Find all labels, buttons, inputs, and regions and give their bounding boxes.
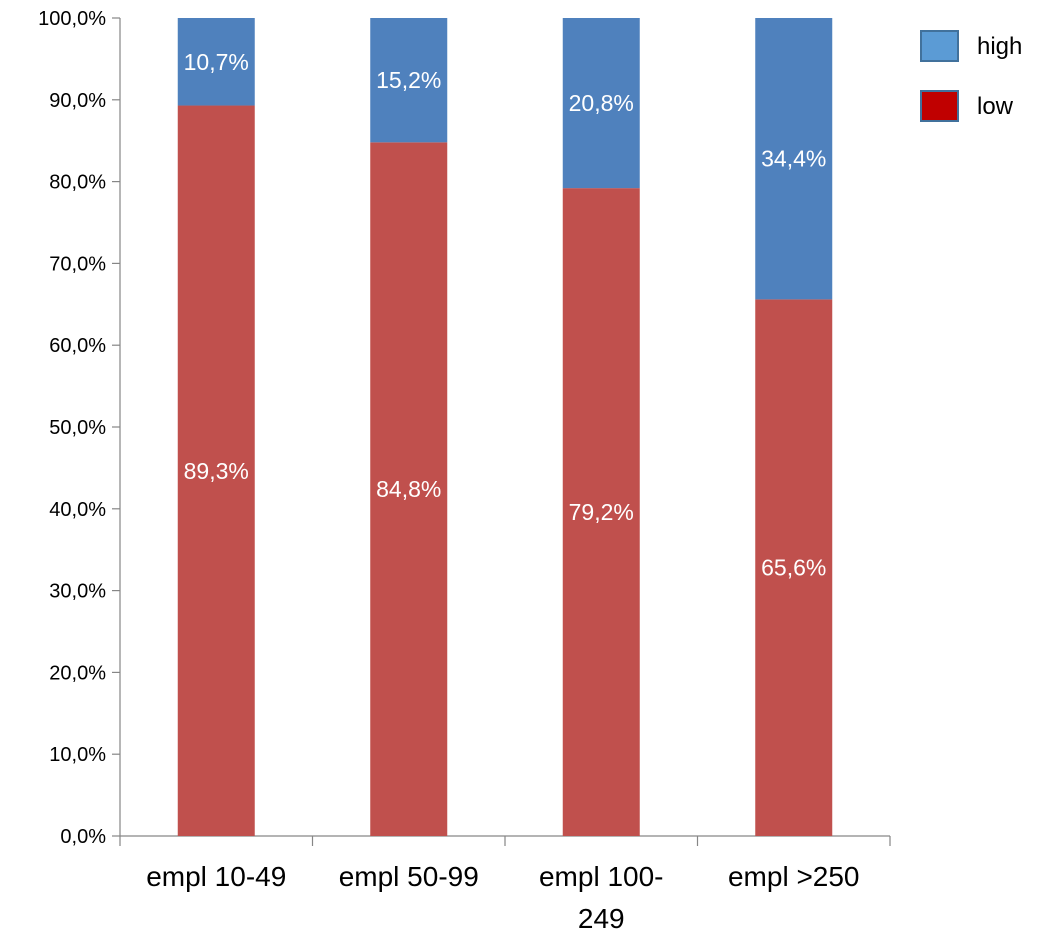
legend-label-high: high (977, 33, 1022, 60)
bar-segment-high (177, 18, 255, 106)
x-axis: empl 10-49 empl 50-99 empl 100- 249 empl >25… (119, 835, 891, 934)
data-label-low: 89,3% (184, 458, 249, 484)
bar-segment-low (755, 299, 833, 837)
legend: high low (920, 30, 1022, 122)
legend-label-low: low (977, 93, 1014, 120)
data-label-low: 84,8% (376, 476, 441, 502)
y-axis: 0,0% 10,0% 20,0% 30,0% 40,0% 50,0% 60,0% 70,0% 8… (38, 8, 121, 848)
x-category-label: empl >250 (728, 861, 860, 892)
bar-segment-high (562, 18, 640, 189)
data-label-high: 15,2% (376, 67, 441, 93)
y-tick-label: 90,0% (49, 90, 106, 112)
y-tick-label: 100,0% (38, 8, 106, 30)
y-tick-label: 50,0% (49, 417, 106, 439)
x-category-label: empl 10-49 (146, 861, 286, 892)
x-category-label: 249 (578, 903, 625, 934)
y-tick-label: 30,0% (49, 581, 106, 603)
data-label-high: 20,8% (569, 90, 634, 116)
data-label-low: 65,6% (761, 555, 826, 581)
bar-segment-low (562, 188, 640, 837)
y-tick-label: 20,0% (49, 662, 106, 684)
y-tick-label: 60,0% (49, 335, 106, 357)
bars: 89,3% 10,7% 84,8% 15,2% 79,2% 20,8% 65,6% 34,4% (177, 18, 833, 837)
y-tick-label: 10,0% (49, 744, 106, 766)
y-tick-label: 80,0% (49, 172, 106, 194)
y-tick-label: 0,0% (60, 826, 106, 848)
data-label-high: 34,4% (761, 146, 826, 172)
bar-segment-high (755, 18, 833, 300)
data-label-low: 79,2% (569, 499, 634, 525)
x-category-label: empl 100- (539, 861, 664, 892)
data-label-high: 10,7% (184, 49, 249, 75)
legend-swatch-low (920, 90, 959, 122)
y-tick-label: 40,0% (49, 499, 106, 521)
x-category-label: empl 50-99 (339, 861, 479, 892)
bar-segment-low (370, 142, 448, 836)
y-tick-label: 70,0% (49, 253, 106, 275)
legend-swatch-high (920, 30, 959, 62)
bar-segment-low (177, 105, 255, 836)
bar-segment-high (370, 18, 448, 143)
